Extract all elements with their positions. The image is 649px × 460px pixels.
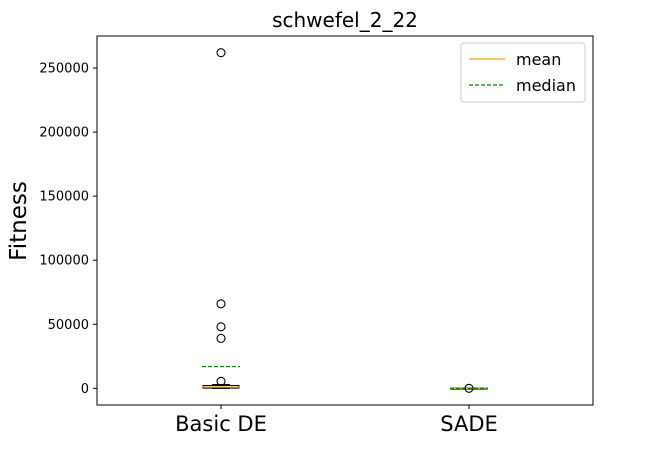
y-axis: 0 50000 100000 150000 200000 250000 [39, 62, 97, 397]
y-tick-label: 250000 [39, 62, 89, 77]
x-tick-label: Basic DE [175, 412, 267, 436]
x-tick-label: SADE [440, 412, 498, 436]
flier-point [216, 48, 226, 58]
flier-point [464, 383, 474, 393]
legend-mean-label: mean [516, 50, 561, 69]
y-tick-label: 150000 [39, 190, 89, 205]
flier-point [216, 299, 226, 309]
y-tick-label: 100000 [39, 254, 89, 269]
y-tick-label: 50000 [48, 318, 89, 333]
x-axis: Basic DE SADE [175, 405, 498, 436]
flier-point [216, 376, 226, 386]
legend-frame [460, 42, 586, 103]
legend-median-label: median [516, 76, 576, 95]
y-axis-label: Fitness [6, 181, 32, 261]
flier-point [216, 322, 226, 332]
plot-frame [96, 35, 594, 406]
chart-title: schwefel_2_22 [272, 8, 418, 32]
y-tick-label: 0 [81, 382, 89, 397]
y-tick-label: 200000 [39, 126, 89, 141]
legend: mean median [460, 42, 586, 103]
flier-point [216, 333, 226, 343]
plot-marks [202, 48, 488, 393]
